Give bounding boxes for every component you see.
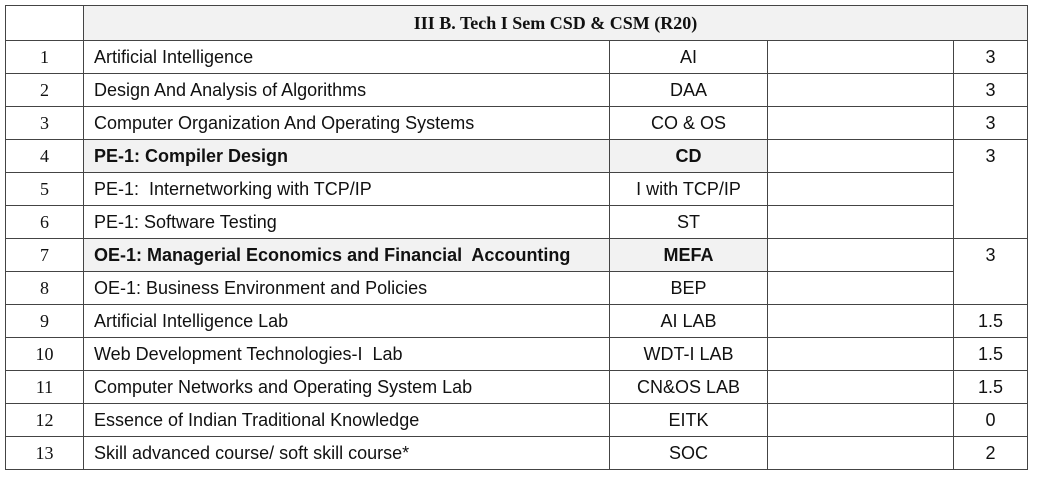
course-credits: 3	[952, 106, 1029, 140]
course-name: Skill advanced course/ soft skill course…	[83, 436, 610, 470]
empty-cell	[767, 271, 954, 305]
table-row: 9 Artificial Intelligence Lab AI LAB 1.5	[5, 304, 1029, 338]
course-credits: 2	[952, 436, 1029, 470]
course-credits: 1.5	[952, 370, 1029, 404]
table-row: 3 Computer Organization And Operating Sy…	[5, 106, 1029, 140]
table-row: 10 Web Development Technologies-I Lab WD…	[5, 337, 1029, 371]
course-name: Computer Networks and Operating System L…	[83, 370, 610, 404]
empty-cell	[767, 238, 954, 272]
header-blank-cell	[5, 5, 84, 41]
serial-number: 2	[5, 73, 84, 107]
course-code: SOC	[609, 436, 768, 470]
course-credits: 0	[952, 403, 1029, 437]
course-code: CN&OS LAB	[609, 370, 768, 404]
serial-number: 13	[5, 436, 84, 470]
course-name: Artificial Intelligence Lab	[83, 304, 610, 338]
course-name: Artificial Intelligence	[83, 40, 610, 74]
course-code: DAA	[609, 73, 768, 107]
serial-number: 8	[5, 271, 84, 305]
course-credits: 1.5	[952, 337, 1029, 371]
course-code: CO & OS	[609, 106, 768, 140]
course-code: AI LAB	[609, 304, 768, 338]
course-credits: 1.5	[952, 304, 1029, 338]
empty-cell	[767, 370, 954, 404]
empty-cell	[767, 40, 954, 74]
header-row: III B. Tech I Sem CSD & CSM (R20)	[5, 5, 1029, 41]
table-row: 5 PE-1: Internetworking with TCP/IP I wi…	[5, 172, 1028, 206]
table-row: 12 Essence of Indian Traditional Knowled…	[5, 403, 1029, 437]
table-row: 6 PE-1: Software Testing ST	[5, 205, 1028, 239]
course-code: ST	[609, 205, 768, 239]
serial-number: 7	[5, 238, 84, 272]
course-name: PE-1: Software Testing	[83, 205, 610, 239]
course-code: MEFA	[609, 238, 768, 272]
course-name: OE-1: Managerial Economics and Financial…	[83, 238, 610, 272]
table-row: 1 Artificial Intelligence AI 3	[5, 40, 1029, 74]
course-name: Design And Analysis of Algorithms	[83, 73, 610, 107]
serial-number: 10	[5, 337, 84, 371]
empty-cell	[767, 403, 954, 437]
empty-cell	[767, 172, 954, 206]
serial-number: 4	[5, 139, 84, 173]
table-row: 4 PE-1: Compiler Design CD 3	[5, 139, 1029, 239]
course-name: Web Development Technologies-I Lab	[83, 337, 610, 371]
course-code: AI	[609, 40, 768, 74]
empty-cell	[767, 304, 954, 338]
serial-number: 3	[5, 106, 84, 140]
course-name: Computer Organization And Operating Syst…	[83, 106, 610, 140]
serial-number: 6	[5, 205, 84, 239]
table-title: III B. Tech I Sem CSD & CSM (R20)	[82, 5, 1029, 41]
empty-cell	[767, 337, 954, 371]
serial-number: 11	[5, 370, 84, 404]
course-code: EITK	[609, 403, 768, 437]
course-credits: 3	[952, 40, 1029, 74]
empty-cell	[767, 139, 954, 173]
serial-number: 9	[5, 304, 84, 338]
serial-number: 12	[5, 403, 84, 437]
course-credits: 3	[952, 139, 1029, 239]
table-row: 8 OE-1: Business Environment and Policie…	[5, 271, 1028, 305]
course-code: WDT-I LAB	[609, 337, 768, 371]
course-name: OE-1: Business Environment and Policies	[83, 271, 610, 305]
table-row: 11 Computer Networks and Operating Syste…	[5, 370, 1029, 404]
course-name: PE-1: Internetworking with TCP/IP	[83, 172, 610, 206]
table-row: 7 OE-1: Managerial Economics and Financi…	[5, 238, 1029, 305]
course-code: I with TCP/IP	[609, 172, 768, 206]
course-code: CD	[609, 139, 768, 173]
table-row: 13 Skill advanced course/ soft skill cou…	[5, 436, 1029, 470]
empty-cell	[767, 205, 954, 239]
table-row: 2 Design And Analysis of Algorithms DAA …	[5, 73, 1029, 107]
course-credits: 3	[952, 238, 1029, 305]
course-name: PE-1: Compiler Design	[83, 139, 610, 173]
empty-cell	[767, 436, 954, 470]
course-code: BEP	[609, 271, 768, 305]
serial-number: 5	[5, 172, 84, 206]
empty-cell	[767, 106, 954, 140]
empty-cell	[767, 73, 954, 107]
serial-number: 1	[5, 40, 84, 74]
course-table: III B. Tech I Sem CSD & CSM (R20) 1 Arti…	[5, 5, 1029, 470]
course-credits: 3	[952, 73, 1029, 107]
course-name: Essence of Indian Traditional Knowledge	[83, 403, 610, 437]
